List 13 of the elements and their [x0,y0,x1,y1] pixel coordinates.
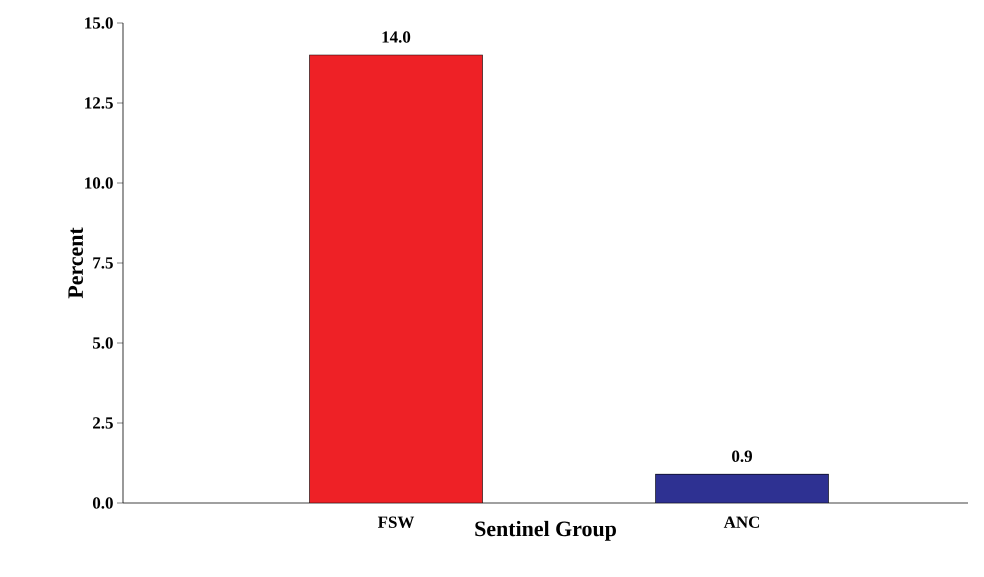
y-tick-label: 5.0 [92,337,113,349]
data-label: 0.9 [732,450,752,462]
y-axis-title: Percent [68,227,84,298]
y-tick-label: 2.5 [93,417,113,429]
y-tick-label: 0.0 [92,497,113,509]
x-axis-title: Sentinel Group [475,520,616,541]
x-tick-label: FSW [378,516,414,528]
x-tick-label: ANC [724,516,760,528]
y-tick-label: 7.5 [93,257,113,269]
data-label: 14.0 [382,31,410,43]
y-tick-label: 15.0 [85,17,113,29]
y-tick-label: 10.0 [85,177,113,189]
y-tick-label: 12.5 [85,97,113,109]
